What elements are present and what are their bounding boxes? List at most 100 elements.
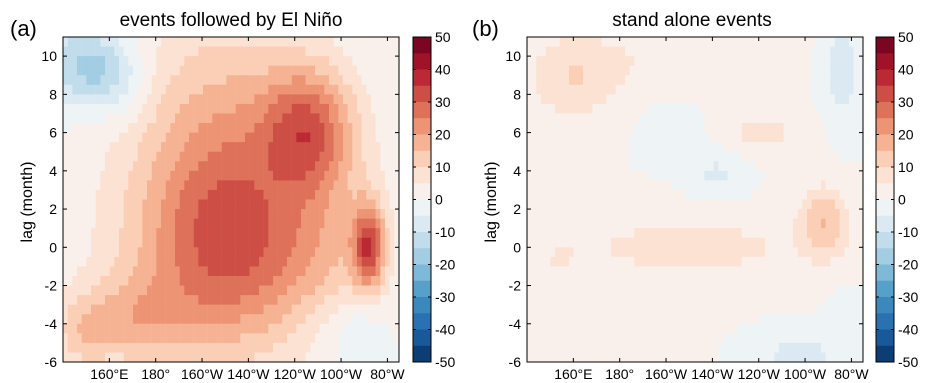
heatmap-cell: [643, 228, 649, 239]
heatmap-cell: [727, 247, 733, 258]
heatmap-cell: [643, 256, 649, 267]
heatmap-cell: [165, 56, 171, 67]
heatmap-cell: [137, 342, 143, 353]
heatmap-cell: [830, 285, 836, 296]
heatmap-cell: [310, 199, 316, 210]
heatmap-cell: [797, 151, 803, 162]
heatmap-cell: [564, 228, 570, 239]
heatmap-cell: [315, 228, 320, 239]
heatmap-cell: [793, 180, 798, 191]
heatmap-cell: [95, 352, 101, 362]
heatmap-cell: [366, 94, 372, 105]
heatmap-cell: [193, 352, 199, 362]
heatmap-cell: [77, 266, 82, 277]
heatmap-cell: [235, 94, 241, 105]
heatmap-cell: [555, 295, 560, 306]
heatmap-cell: [751, 275, 756, 287]
heatmap-cell: [774, 65, 780, 76]
heatmap-cell: [713, 304, 719, 315]
heatmap-cell: [783, 247, 789, 258]
heatmap-cell: [371, 314, 376, 325]
heatmap-cell: [63, 56, 68, 67]
heatmap-cell: [821, 37, 826, 48]
heatmap-cell: [858, 113, 863, 124]
heatmap-cell: [723, 103, 728, 114]
heatmap-cell: [357, 275, 362, 287]
heatmap-cell: [587, 189, 593, 200]
heatmap-cell: [123, 151, 129, 162]
heatmap-cell: [287, 142, 292, 153]
heatmap-cell: [91, 333, 96, 344]
heatmap-cell: [807, 209, 812, 220]
heatmap-cell: [569, 247, 574, 258]
heatmap-cell: [536, 65, 542, 76]
heatmap-cell: [643, 132, 649, 143]
heatmap-cell: [559, 56, 565, 67]
heatmap-cell: [380, 84, 386, 95]
heatmap-cell: [634, 266, 640, 277]
heatmap-cell: [629, 132, 635, 143]
heatmap-cell: [105, 256, 110, 267]
heatmap-cell: [690, 123, 696, 134]
heatmap-cell: [291, 170, 297, 181]
heatmap-cell: [375, 161, 381, 172]
heatmap-cell: [123, 304, 129, 315]
heatmap-cell: [394, 237, 399, 248]
heatmap-cell: [231, 189, 236, 200]
heatmap-cell: [109, 314, 115, 325]
heatmap-cell: [156, 266, 162, 277]
heatmap-cell: [629, 266, 635, 277]
heatmap-cell: [559, 333, 565, 344]
heatmap-cell: [620, 56, 626, 67]
heatmap-cell: [746, 132, 752, 143]
heatmap-cell: [291, 266, 297, 277]
heatmap-cell: [611, 142, 616, 153]
heatmap-cell: [198, 65, 204, 76]
heatmap-cell: [310, 275, 316, 287]
heatmap-cell: [217, 189, 222, 200]
heatmap-cell: [657, 295, 663, 306]
heatmap-cell: [128, 94, 134, 105]
heatmap-cell: [389, 37, 395, 48]
heatmap-cell: [277, 295, 283, 306]
heatmap-cell: [385, 142, 390, 153]
heatmap-cell: [91, 180, 96, 191]
heatmap-cell: [277, 237, 283, 248]
heatmap-cell: [128, 132, 134, 143]
heatmap-cell: [380, 304, 386, 315]
heatmap-cell: [597, 142, 602, 153]
heatmap-cell: [662, 123, 668, 134]
heatmap-cell: [765, 132, 770, 143]
heatmap-cell: [151, 113, 157, 124]
heatmap-cell: [797, 342, 803, 353]
heatmap-cell: [793, 228, 798, 239]
heatmap-cell: [193, 37, 199, 48]
heatmap-cell: [779, 256, 784, 267]
heatmap-cell: [732, 323, 738, 334]
heatmap-cell: [634, 75, 640, 86]
heatmap-cell: [81, 37, 87, 48]
heatmap-cell: [755, 218, 761, 229]
heatmap-cell: [207, 314, 213, 325]
heatmap-cell: [231, 123, 236, 134]
heatmap-cell: [704, 161, 710, 172]
heatmap-cell: [63, 161, 68, 172]
heatmap-cell: [779, 37, 784, 48]
heatmap-cell: [142, 295, 148, 306]
heatmap-cell: [291, 323, 297, 334]
heatmap-cell: [555, 142, 560, 153]
heatmap-cell: [676, 37, 682, 48]
heatmap-cell: [371, 151, 376, 162]
heatmap-cell: [343, 209, 348, 220]
heatmap-cell: [375, 237, 381, 248]
heatmap-cell: [343, 275, 348, 287]
heatmap-cell: [536, 170, 542, 181]
heatmap-cell: [779, 103, 784, 114]
heatmap-cell: [620, 323, 626, 334]
heatmap-cell: [347, 132, 353, 143]
heatmap-cell: [357, 132, 362, 143]
heatmap-cell: [375, 132, 381, 143]
heatmap-cell: [713, 132, 719, 143]
heatmap-cell: [161, 228, 166, 239]
heatmap-cell: [301, 218, 306, 229]
